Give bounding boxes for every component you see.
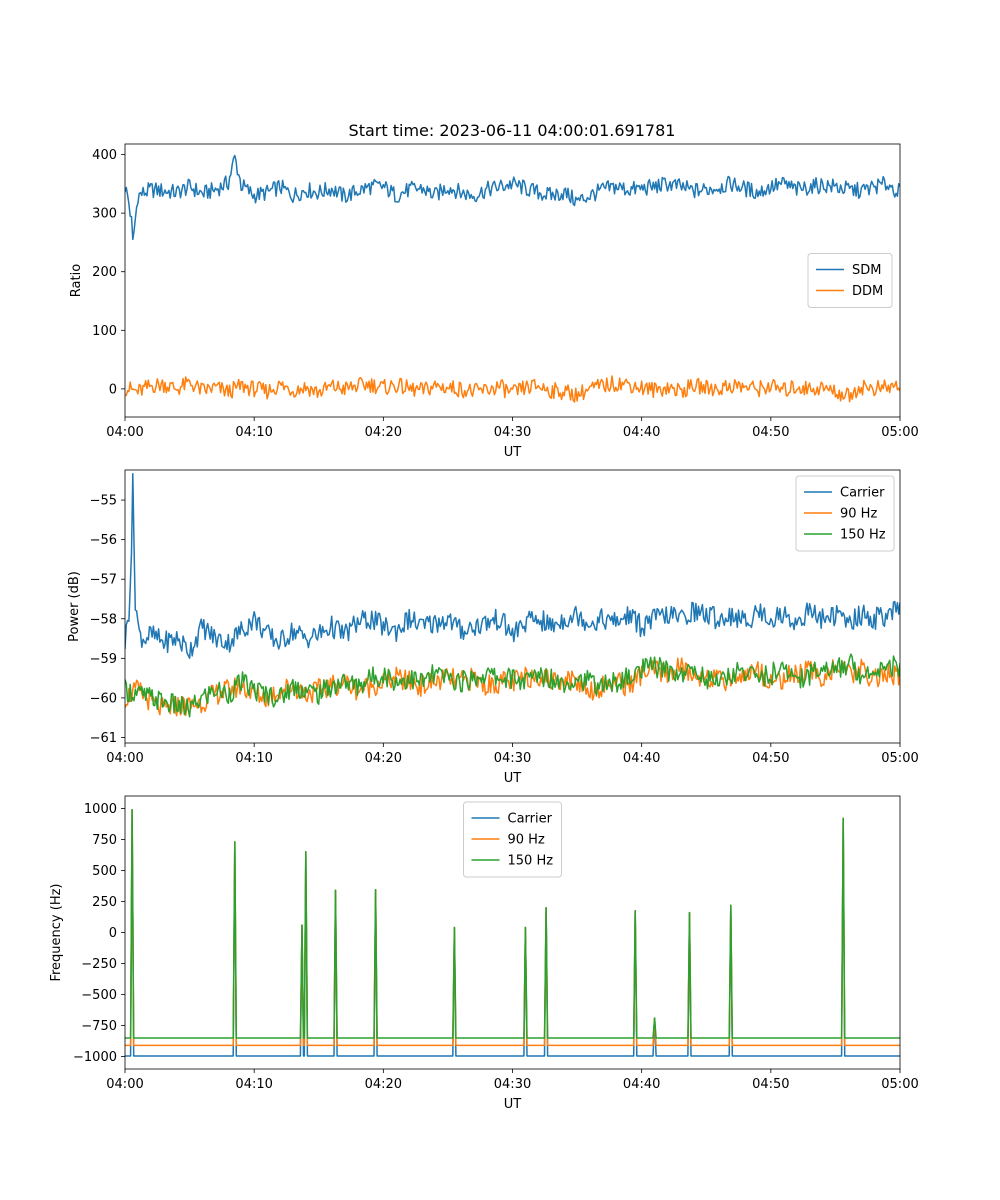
power-panel: 04:00 04:10 04:20 04:30 04:40 04:50 05:00 −61 −6…	[67, 469, 919, 786]
frequency-x-tick-label: 04:50	[752, 1077, 789, 1092]
ratio-y-tick-label: 0	[109, 382, 117, 397]
frequency-legend-label-150-hz: 150 Hz	[508, 854, 554, 869]
power-y-tick-label: −61	[90, 731, 117, 746]
frequency-y-tick-label: 500	[92, 864, 117, 879]
frequency-panel: 04:00 04:10 04:20 04:30 04:40 04:50 05:00 −1000…	[49, 795, 919, 1112]
ratio-legend-label-sdm: SDM	[852, 263, 881, 278]
ratio-x-tick-label: 04:30	[494, 425, 531, 440]
power-x-tick-label: 04:40	[623, 751, 660, 766]
ratio-legend-label-ddm: DDM	[852, 284, 883, 299]
power-legend-label-carrier: Carrier	[840, 486, 885, 501]
frequency-y-tick-label: −1000	[73, 1050, 117, 1065]
power-x-tick-label: 04:10	[235, 751, 272, 766]
ratio-x-tick-label: 05:00	[881, 425, 918, 440]
ratio-y-axis-label: Ratio	[69, 264, 84, 297]
ratio-x-axis-label: UT	[504, 445, 522, 460]
frequency-legend-box	[463, 801, 562, 878]
ratio-series-ddm-line	[125, 375, 900, 403]
power-y-tick-label: −60	[90, 691, 117, 706]
ratio-x-tick-label: 04:20	[365, 425, 402, 440]
frequency-y-tick-label: 750	[92, 833, 117, 848]
ratio-plot-area	[125, 154, 900, 403]
frequency-legend: Carrier 90 Hz 150 Hz	[463, 801, 562, 878]
ratio-legend-box	[807, 253, 893, 308]
power-x-tick-label: 05:00	[881, 751, 918, 766]
power-series-150-hz-line	[125, 653, 900, 718]
power-x-axis-label: UT	[504, 771, 522, 786]
frequency-x-tick-label: 04:10	[235, 1077, 272, 1092]
power-y-tick-label: −59	[90, 652, 117, 667]
power-legend-label-90-hz: 90 Hz	[840, 507, 877, 522]
ratio-y-tick-label: 200	[92, 265, 117, 280]
power-y-axis-label: Power (dB)	[67, 571, 82, 642]
frequency-y-tick-label: −250	[81, 957, 117, 972]
frequency-y-tick-label: −500	[81, 988, 117, 1003]
ratio-y-tick-label: 300	[92, 207, 117, 222]
power-legend: Carrier 90 Hz 150 Hz	[795, 475, 895, 552]
power-legend-box	[795, 475, 895, 552]
frequency-x-tick-label: 04:30	[494, 1077, 531, 1092]
figure-title: Start time: 2023-06-11 04:00:01.691781	[349, 121, 676, 140]
frequency-x-tick-label: 04:40	[623, 1077, 660, 1092]
ratio-x-tick-label: 04:50	[752, 425, 789, 440]
power-legend-label-150-hz: 150 Hz	[840, 528, 886, 543]
frequency-y-tick-label: 1000	[84, 802, 117, 817]
frequency-x-tick-label: 04:20	[365, 1077, 402, 1092]
ratio-y-tick-label: 400	[92, 148, 117, 163]
ratio-x-tick-label: 04:00	[106, 425, 143, 440]
power-x-tick-label: 04:20	[365, 751, 402, 766]
power-y-tick-label: −55	[90, 494, 117, 509]
frequency-x-axis-label: UT	[504, 1097, 522, 1112]
frequency-plot-area	[125, 808, 900, 1057]
ratio-legend: SDM DDM	[807, 253, 893, 308]
ratio-x-tick-label: 04:10	[235, 425, 272, 440]
frequency-y-axis-label: Frequency (Hz)	[49, 883, 64, 981]
frequency-x-tick-label: 05:00	[881, 1077, 918, 1092]
frequency-y-tick-label: 0	[109, 926, 117, 941]
frequency-x-tick-label: 04:00	[106, 1077, 143, 1092]
frequency-y-tick-label: −750	[81, 1019, 117, 1034]
ratio-x-tick-label: 04:40	[623, 425, 660, 440]
power-x-tick-label: 04:30	[494, 751, 531, 766]
power-series-carrier-line	[125, 472, 900, 659]
power-x-tick-label: 04:00	[106, 751, 143, 766]
frequency-series-150-hz-line	[125, 808, 900, 1039]
power-y-tick-label: −58	[90, 612, 117, 627]
power-y-tick-label: −57	[90, 573, 117, 588]
frequency-y-tick-label: 250	[92, 895, 117, 910]
power-axes-frame	[124, 469, 901, 744]
ratio-y-tick-label: 100	[92, 324, 117, 339]
ratio-series-sdm-line	[125, 154, 900, 241]
power-y-tick-label: −56	[90, 533, 117, 548]
power-x-tick-label: 04:50	[752, 751, 789, 766]
frequency-legend-label-90-hz: 90 Hz	[508, 833, 545, 848]
power-plot-area	[125, 472, 900, 718]
ratio-panel: 04:00 04:10 04:20 04:30 04:40 04:50 05:00 0 100 2…	[69, 143, 919, 460]
frequency-legend-label-carrier: Carrier	[508, 812, 553, 827]
